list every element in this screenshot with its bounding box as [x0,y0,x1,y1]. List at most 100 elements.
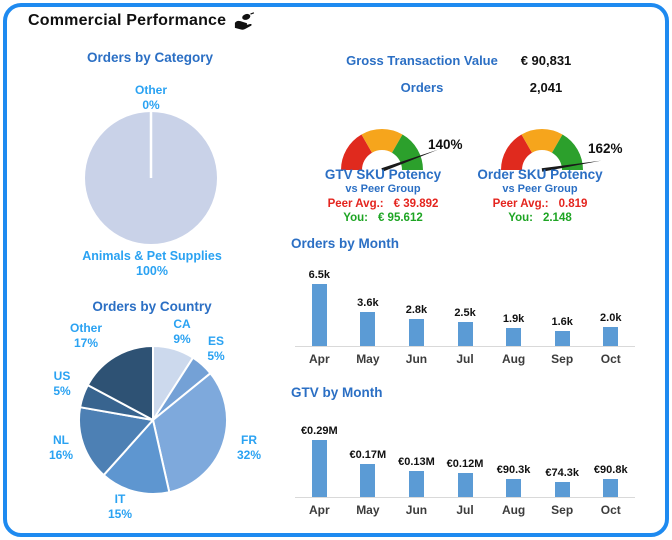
country-label-fr: FR 32% [219,433,279,463]
page-title: Commercial Performance [28,12,227,29]
bar-column: €90.3k [489,464,538,497]
bar-value-label: €90.3k [496,464,531,476]
gauge-subtitle: vs Peer Group [345,183,421,195]
bar-value-label: €0.12M [446,458,484,470]
country-name: CA [173,317,191,331]
order-gauge-value: 162% [588,141,623,156]
pie-slice-fr [152,372,229,494]
gtv-by-month-chart: €0.29M €0.17M €0.13M €0.12M €90.3k €74.3k €90.… [295,407,635,517]
bar [360,312,376,346]
bar-value-label: 2.0k [600,312,622,324]
orders-by-month-chart: 6.5k 3.6k 2.8k 2.5k 1.9k 1.6k 2.0k Apr May Jun Ju… [295,256,635,366]
orders-by-country-pie [78,344,229,495]
bar [457,473,473,497]
bar-column: 1.9k [489,313,538,346]
bar-month-label: Apr [308,352,330,366]
kpi-gtv-value: € 90,831 [520,53,572,68]
bar-column: €0.13M [392,456,441,497]
orders-by-country-title: Orders by Country [92,299,212,314]
bar-column: €0.29M [295,425,344,497]
pie-slice-nl [78,406,154,477]
country-pct: 5% [53,384,71,398]
bar-value-label: 2.8k [405,304,428,316]
gauge-needle [381,149,439,172]
bar-value-label: €0.13M [398,456,435,468]
kpi-orders-label: Orders [400,80,444,95]
orders-by-category-title: Orders by Category [86,50,214,65]
bar-column: €0.17M [344,449,393,497]
bar-month-label: Oct [600,352,621,366]
gtv-by-month-plot: €0.29M €0.17M €0.13M €0.12M €90.3k €74.3k €90.… [295,407,635,498]
orders-by-month-axis: Apr May Jun Jul Aug Sep Oct [295,347,635,366]
gauge-you-row: You: € 95.612 [295,212,471,224]
gtv-gauge-value: 140% [428,137,463,152]
gauge-segment-red [501,134,533,171]
bar-column: 6.5k [295,269,344,346]
country-name: ES [207,334,224,348]
kpi-gtv-label: Gross Transaction Value [346,53,498,68]
peer-value: € 39.892 [393,198,439,210]
country-label-nl: NL 16% [31,433,91,463]
you-value: € 95.612 [377,212,423,224]
bar [408,319,424,346]
gauge-subtitle: vs Peer Group [502,183,578,195]
bar-value-label: 6.5k [308,269,330,281]
bar-month-label: Sep [551,503,574,517]
hand-offering-icon [235,12,255,30]
bar-month-label: Aug [501,352,526,366]
country-label-es: ES 5% [186,334,246,364]
bar-value-label: €90.8k [593,464,628,476]
order-sku-potency-gauge [501,129,602,172]
bar-month-label: Sep [551,352,574,366]
country-pct: 16% [48,448,74,462]
bar-value-label: €0.29M [300,425,338,437]
pie-label-animals: Animals & Pet Supplies 100% [32,249,272,279]
pie-label-animals-name: Animals & Pet Supplies [82,249,222,263]
bar-month-label: Jun [405,503,428,517]
bar-value-label: 3.6k [357,297,379,309]
country-label-it: IT 15% [90,492,150,522]
peer-value: 0.819 [558,198,588,210]
bar [554,482,570,497]
country-name: Other [69,321,102,335]
country-label-ca: CA 9% [152,317,212,347]
pie-slice-it [102,419,171,495]
gauge-segment-green [391,134,423,171]
gauge-you-row: You: 2.148 [452,212,628,224]
gauge-needle [541,160,602,172]
bar [408,471,424,497]
country-pct: 15% [107,507,133,521]
bar-column: 2.5k [441,307,490,346]
you-label: You: [508,212,533,224]
gtv-gauge-text: GTV SKU Potency vs Peer Group Peer Avg.:… [295,167,471,224]
bar-column: 2.8k [392,304,441,346]
dashboard-border [3,3,669,537]
bar-month-label: Jul [456,503,474,517]
bar-value-label: 1.9k [502,313,525,325]
bar-month-label: May [356,352,380,366]
orders-by-category-pie [85,112,217,244]
pie-slice-other [86,345,154,421]
gauge-segment-red [341,134,373,171]
bar-month-label: Jul [456,352,474,366]
bar-month-label: May [356,503,380,517]
country-label-other: Other 17% [56,321,116,351]
bar [457,322,473,346]
country-pct: 32% [236,448,262,462]
pie-label-other: Other 0% [101,83,201,113]
bar-month-label: Apr [308,503,330,517]
bar-month-label: Jun [405,352,428,366]
peer-label: Peer Avg.: [327,198,384,210]
bar-column: 1.6k [538,316,587,346]
header: Commercial Performance [28,11,255,31]
bar-value-label: 1.6k [551,316,573,328]
gauge-title: GTV SKU Potency [324,167,442,182]
gauge-segment-amber [361,129,403,154]
gauge-segment-amber [521,129,563,154]
you-label: You: [343,212,368,224]
bar [360,464,376,497]
bar-value-label: 2.5k [454,307,476,319]
bar-month-label: Oct [600,503,621,517]
bar [603,327,619,346]
